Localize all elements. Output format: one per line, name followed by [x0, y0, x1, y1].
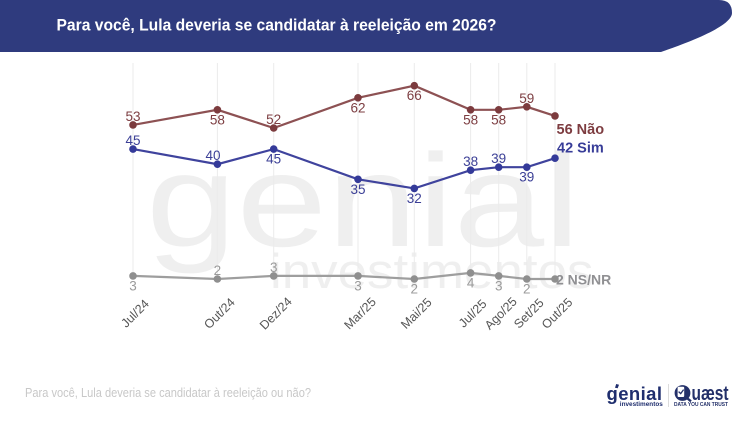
svg-text:2: 2 — [523, 282, 531, 297]
svg-text:Set/25: Set/25 — [511, 296, 546, 331]
svg-text:investimentos: investimentos — [270, 244, 593, 299]
svg-text:genial: genial — [146, 128, 580, 275]
svg-text:66: 66 — [407, 88, 422, 103]
svg-text:4: 4 — [467, 275, 475, 290]
svg-text:2: 2 — [411, 282, 419, 297]
svg-text:35: 35 — [350, 182, 365, 197]
svg-text:Para você, Lula deveria se can: Para você, Lula deveria se candidatar à … — [57, 17, 497, 35]
svg-text:3: 3 — [495, 278, 503, 293]
svg-text:Out/25: Out/25 — [539, 295, 575, 331]
svg-text:Mai/25: Mai/25 — [398, 295, 434, 331]
svg-text:genial: genial — [607, 383, 663, 404]
svg-text:58: 58 — [491, 112, 506, 127]
svg-text:2 NS/NR: 2 NS/NR — [556, 272, 611, 288]
svg-text:Dez/24: Dez/24 — [257, 295, 295, 333]
svg-text:Para você, Lula deveria se can: Para você, Lula deveria se candidatar à … — [25, 385, 311, 400]
svg-text:58: 58 — [463, 112, 478, 127]
svg-text:3: 3 — [354, 278, 362, 293]
svg-text:38: 38 — [463, 154, 478, 169]
svg-text:Jul/24: Jul/24 — [118, 297, 152, 331]
svg-text:53: 53 — [125, 109, 140, 124]
svg-text:Mar/25: Mar/25 — [341, 295, 378, 332]
svg-text:investimentos: investimentos — [620, 402, 664, 408]
svg-text:59: 59 — [519, 91, 534, 106]
svg-text:3: 3 — [129, 278, 137, 293]
svg-text:DATA YOU CAN TRUST: DATA YOU CAN TRUST — [674, 402, 728, 408]
svg-text:2: 2 — [214, 263, 222, 278]
svg-text:52: 52 — [266, 112, 281, 127]
svg-text:3: 3 — [270, 260, 278, 275]
svg-text:58: 58 — [210, 112, 225, 127]
svg-text:42 Sim: 42 Sim — [557, 140, 604, 156]
svg-text:45: 45 — [266, 152, 281, 167]
svg-text:39: 39 — [491, 151, 506, 166]
svg-text:uæst: uæst — [692, 383, 729, 405]
svg-text:62: 62 — [350, 100, 365, 115]
svg-text:32: 32 — [407, 191, 422, 206]
svg-text:Out/24: Out/24 — [201, 295, 237, 331]
svg-text:Ago/25: Ago/25 — [482, 295, 520, 333]
svg-text:40: 40 — [205, 148, 220, 163]
svg-text:56 Não: 56 Não — [557, 122, 605, 138]
svg-text:45: 45 — [125, 133, 140, 148]
svg-text:39: 39 — [519, 170, 534, 185]
